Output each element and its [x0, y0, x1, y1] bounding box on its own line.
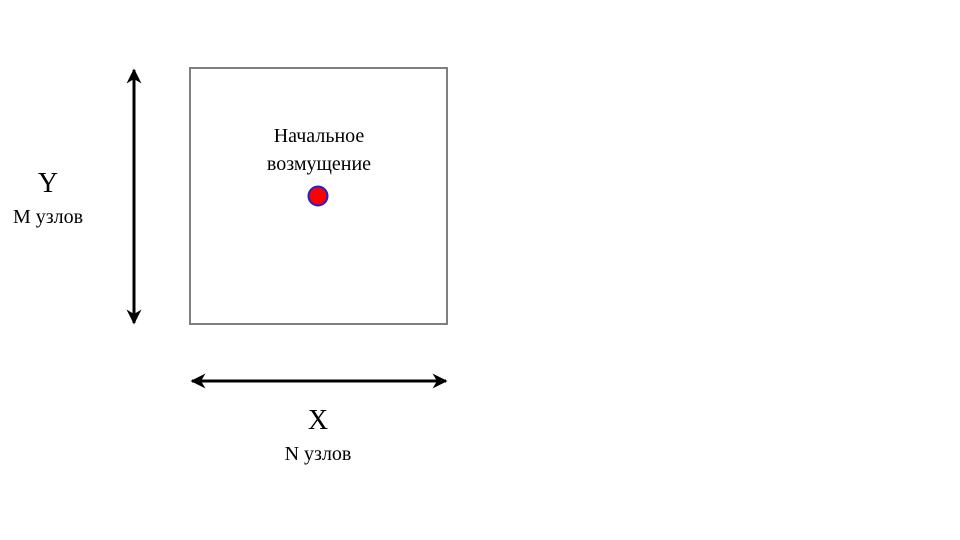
x-axis-label: X — [307, 405, 329, 436]
initial-perturbation-dot — [307, 185, 329, 207]
y-axis-nodes-label: M узлов — [12, 206, 84, 228]
perturbation-label-line-2: возмущение — [266, 153, 372, 175]
computational-domain — [189, 67, 448, 325]
perturbation-label-line-1: Начальное — [273, 125, 365, 147]
initial-perturbation-label: Начальное возмущение — [230, 122, 408, 178]
x-axis-nodes-label: N узлов — [284, 443, 352, 465]
y-axis-label: Y — [37, 168, 59, 199]
